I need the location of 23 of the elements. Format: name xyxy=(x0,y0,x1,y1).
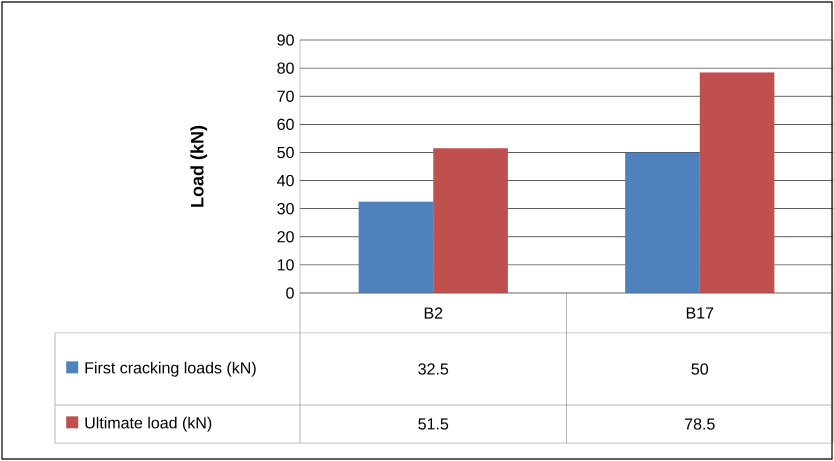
x-tick-label: B2 xyxy=(424,307,442,319)
y-tick-label: 60 xyxy=(277,118,294,130)
y-tick-label: 80 xyxy=(277,62,294,74)
y-tick-label: 50 xyxy=(277,146,294,158)
legend-label: First cracking loads (kN) xyxy=(86,362,256,377)
y-tick-label: 0 xyxy=(286,287,294,299)
data-label: 78.5 xyxy=(685,418,715,430)
y-tick-label: 20 xyxy=(277,231,294,242)
legend-label: Ultimate load (kN) xyxy=(85,416,212,432)
data-label: 51.5 xyxy=(418,418,448,430)
y-tick-label: 70 xyxy=(277,90,294,102)
data-label: 32.5 xyxy=(418,363,448,375)
x-tick-label: B17 xyxy=(686,307,714,318)
y-tick-label: 30 xyxy=(277,203,294,214)
bar xyxy=(433,148,508,293)
bar xyxy=(700,72,774,293)
bar xyxy=(625,152,700,293)
y-tick-label: 90 xyxy=(277,34,294,46)
y-axis-title: Load (kN) xyxy=(190,126,208,207)
bar xyxy=(358,202,434,293)
y-tick-label: 40 xyxy=(277,174,294,186)
y-tick-label: 10 xyxy=(278,259,294,271)
data-label: 50 xyxy=(692,363,708,375)
